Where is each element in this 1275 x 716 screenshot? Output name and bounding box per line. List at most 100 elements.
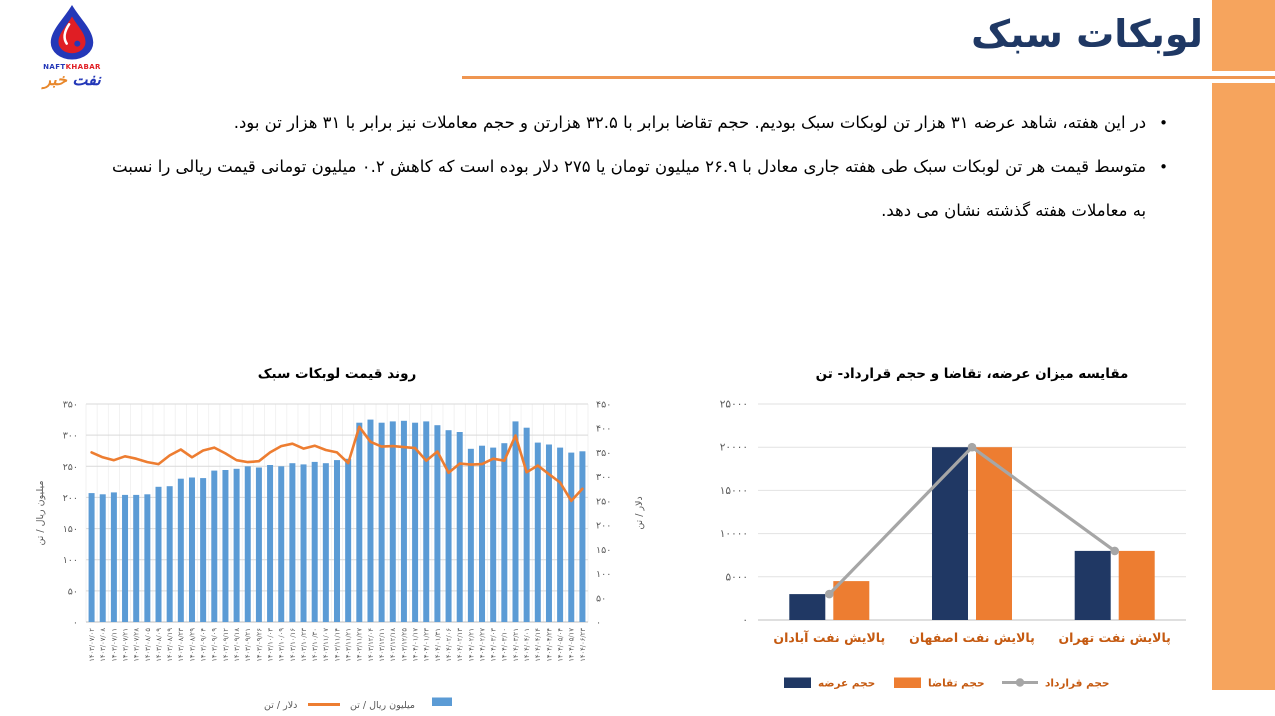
svg-text:۱۴۰۴/۰۲/۲۱: ۱۴۰۴/۰۲/۲۱ — [467, 628, 475, 662]
bullet-text: در این هفته، شاهد عرضه ۳۱ هزار تن لوبکات… — [233, 113, 1147, 132]
contract-markers — [825, 442, 1119, 599]
svg-text:۱۴۰۳/۰۷/۰۲: ۱۴۰۳/۰۷/۰۲ — [88, 628, 96, 662]
svg-text:۱۴۰۴/۰۳/۲۱: ۱۴۰۴/۰۳/۲۱ — [512, 628, 520, 662]
svg-text:۱۴۰۳/۰۹/۱۲: ۱۴۰۳/۰۹/۱۲ — [222, 628, 230, 662]
bullet-item-supply-demand: • در این هفته، شاهد عرضه ۳۱ هزار تن لوبک… — [106, 101, 1168, 145]
svg-text:۲۰۰۰۰: ۲۰۰۰۰ — [720, 442, 748, 454]
svg-text:۱۴۰۳/۰۹/۰۴: ۱۴۰۳/۰۹/۰۴ — [200, 628, 208, 662]
svg-text:۱۴۰۳/۱۲/۰۴: ۱۴۰۳/۱۲/۰۴ — [367, 628, 375, 662]
svg-text:۱۴۰۳/۰۸/۰۹: ۱۴۰۳/۰۸/۰۹ — [155, 628, 163, 662]
title-underline — [462, 76, 1275, 79]
svg-text:۳۰۰: ۳۰۰ — [63, 431, 78, 442]
svg-text:۱۴۰۳/۰۹/۲۶: ۱۴۰۳/۰۹/۲۶ — [255, 628, 263, 662]
svg-text:۱۴۰۳/۱۰/۲۳: ۱۴۰۳/۱۰/۲۳ — [300, 628, 308, 662]
price-chart-legend: دلار / تن میلیون ریال / تن — [264, 697, 452, 711]
svg-text:۱۴۰۳/۱۰/۱۶: ۱۴۰۳/۱۰/۱۶ — [289, 628, 297, 662]
svg-text:۲۵۰۰۰: ۲۵۰۰۰ — [720, 399, 748, 411]
refinery-category-labels: پالایش نفت آبادان پالایش نفت اصفهان پالایش… — [773, 630, 1170, 645]
price-trend-svg: ۰ ۵۰ ۱۰۰ ۱۵۰ ۲۰۰ ۲۵۰ ۳۰۰ ۳۵۰ ۰ ۵۰ ۱۰۰ ۱۵۰ ۲۰۰ ۲۵۰ ۳۰۰ ۳… — [35, 366, 645, 711]
supply-demand-svg: ۰ ۵۰۰۰ ۱۰۰۰۰ ۱۵۰۰۰ ۲۰۰۰۰ ۲۵۰۰۰ پالایش نفت آباد… — [720, 366, 1186, 690]
svg-text:۱۴۰۳/۱۱/۰۷: ۱۴۰۳/۱۱/۰۷ — [322, 628, 330, 662]
left-axis-title: میلیون ریال / تن — [35, 480, 46, 545]
rial-price-bars — [88, 419, 586, 622]
svg-text:۳۰۰: ۳۰۰ — [596, 472, 611, 483]
svg-text:۱۴۰۳/۰۹/۰۹: ۱۴۰۳/۰۹/۰۹ — [211, 628, 219, 662]
svg-text:۱۴۰۴/۰۶/۲۳: ۱۴۰۴/۰۶/۲۳ — [579, 628, 587, 662]
svg-text:۳۵۰: ۳۵۰ — [63, 400, 78, 411]
accent-sidebar — [1212, 0, 1275, 690]
svg-text:۱۴۰۳/۰۸/۲۳: ۱۴۰۳/۰۸/۲۳ — [177, 628, 185, 662]
svg-text:۰: ۰ — [742, 615, 748, 627]
svg-text:۲۵۰: ۲۵۰ — [596, 496, 611, 507]
svg-text:۵۰۰۰: ۵۰۰۰ — [725, 571, 748, 583]
svg-text:۱۴۰۳/۱۲/۱۸: ۱۴۰۳/۱۲/۱۸ — [389, 628, 397, 662]
svg-text:۱۴۰۳/۰۷/۰۸: ۱۴۰۳/۰۷/۰۸ — [99, 628, 107, 662]
svg-text:۱۴۰۳/۰۸/۰۵: ۱۴۰۳/۰۸/۰۵ — [144, 628, 152, 662]
svg-text:۱۴۰۴/۰۲/۲۷: ۱۴۰۴/۰۲/۲۷ — [478, 628, 486, 662]
svg-text:۲۵۰: ۲۵۰ — [63, 462, 78, 473]
svg-text:۱۴۰۳/۰۷/۲۸: ۱۴۰۳/۰۷/۲۸ — [133, 628, 141, 662]
svg-text:۱۴۰۴/۰۴/۱۴: ۱۴۰۴/۰۴/۱۴ — [534, 628, 542, 662]
date-axis-labels: ۱۴۰۳/۰۷/۰۲ ۱۴۰۳/۰۷/۰۸ ۱۴۰۳/۰۷/۱۱ ۱۴۰۳/۰۷/۲۱… — [88, 628, 587, 662]
svg-text:۱۴۰۴/۰۴/۲۴: ۱۴۰۴/۰۴/۲۴ — [545, 628, 553, 662]
logo-farsi-text: نفت خبر — [43, 70, 101, 89]
svg-text:۱۴۰۳/۱۲/۱۱: ۱۴۰۳/۱۲/۱۱ — [378, 628, 386, 662]
svg-text:۰: ۰ — [596, 618, 601, 629]
svg-text:پالایش نفت آبادان: پالایش نفت آبادان — [773, 630, 885, 645]
svg-text:حجم عرضه: حجم عرضه — [818, 678, 875, 690]
svg-text:۱۴۰۳/۰۸/۱۹: ۱۴۰۳/۰۸/۱۹ — [166, 628, 174, 662]
right-axis-ticks: ۰ ۵۰ ۱۰۰ ۱۵۰ ۲۰۰ ۲۵۰ ۳۰۰ ۳۵۰ ۴۰۰ ۴۵۰ — [596, 400, 611, 629]
bullet-item-price: • متوسط قیمت هر تن لوبکات سبک طی هفته جا… — [106, 145, 1168, 233]
svg-text:۱۴۰۴/۰۱/۱۷: ۱۴۰۴/۰۱/۱۷ — [412, 628, 420, 662]
svg-text:۱۵۰: ۱۵۰ — [63, 524, 78, 535]
svg-text:۱۵۰: ۱۵۰ — [596, 545, 611, 556]
svg-text:۱۴۰۴/۰۴/۰۱: ۱۴۰۴/۰۴/۰۱ — [523, 628, 531, 662]
bullet-text: متوسط قیمت هر تن لوبکات سبک طی هفته جاری… — [112, 157, 1147, 220]
volume-chart-legend: حجم عرضه حجم تقاضا حجم قرارداد — [784, 677, 1109, 690]
svg-text:۱۴۰۴/۰۵/۰۴: ۱۴۰۴/۰۵/۰۴ — [557, 628, 565, 662]
svg-text:حجم تقاضا: حجم تقاضا — [928, 678, 985, 690]
bullet-dot: • — [1159, 114, 1168, 132]
contract-line — [828, 445, 1116, 596]
svg-text:۱۴۰۳/۰۹/۱۸: ۱۴۰۳/۰۹/۱۸ — [233, 628, 241, 662]
svg-text:میلیون ریال / تن: میلیون ریال / تن — [350, 700, 415, 711]
svg-text:۳۵۰: ۳۵۰ — [596, 448, 611, 459]
svg-text:۱۴۰۴/۰۳/۱۰: ۱۴۰۴/۰۳/۱۰ — [501, 628, 509, 662]
chart-title: مقایسه میزان عرضه، تقاضا و حجم قرارداد- … — [816, 366, 1129, 382]
svg-text:۲۰۰: ۲۰۰ — [596, 521, 611, 532]
svg-text:دلار / تن: دلار / تن — [264, 700, 297, 711]
page-title: لوبکات سبک — [971, 12, 1203, 56]
svg-text:پالایش نفت اصفهان: پالایش نفت اصفهان — [909, 630, 1035, 645]
svg-text:۱۴۰۳/۱۲/۲۵: ۱۴۰۳/۱۲/۲۵ — [400, 628, 408, 662]
svg-text:۱۴۰۴/۰۲/۰۶: ۱۴۰۴/۰۲/۰۶ — [445, 628, 453, 662]
svg-text:۱۴۰۳/۱۰/۰۳: ۱۴۰۳/۱۰/۰۳ — [267, 628, 275, 662]
svg-text:حجم قرارداد: حجم قرارداد — [1045, 678, 1109, 690]
price-trend-chart: ۰ ۵۰ ۱۰۰ ۱۵۰ ۲۰۰ ۲۵۰ ۳۰۰ ۳۵۰ ۰ ۵۰ ۱۰۰ ۱۵۰ ۲۰۰ ۲۵۰ ۳۰۰ ۳… — [28, 352, 678, 716]
svg-text:۰: ۰ — [73, 618, 78, 629]
svg-text:۵۰: ۵۰ — [68, 586, 78, 597]
category-separators — [85, 404, 589, 622]
svg-text:۱۰۰: ۱۰۰ — [596, 569, 611, 580]
svg-text:۱۴۰۳/۰۷/۱۱: ۱۴۰۳/۰۷/۱۱ — [110, 628, 118, 662]
right-axis-title: دلار / تن — [634, 496, 645, 529]
svg-text:۱۴۰۳/۰۹/۲۱: ۱۴۰۳/۰۹/۲۱ — [244, 628, 252, 662]
svg-text:۲۰۰: ۲۰۰ — [63, 493, 78, 504]
bullet-dot: • — [1159, 158, 1168, 176]
svg-text:۱۴۰۴/۰۵/۱۷: ۱۴۰۴/۰۵/۱۷ — [568, 628, 576, 662]
svg-text:۱۴۰۴/۰۱/۳۱: ۱۴۰۴/۰۱/۳۱ — [434, 628, 442, 662]
supply-bars — [789, 447, 1111, 620]
svg-text:۴۰۰: ۴۰۰ — [596, 424, 611, 435]
chart-title: روند قیمت لوبکات سبک — [258, 366, 417, 382]
svg-text:۱۴۰۳/۱۱/۲۷: ۱۴۰۳/۱۱/۲۷ — [356, 628, 364, 662]
svg-text:پالایش نفت تهران: پالایش نفت تهران — [1059, 630, 1171, 645]
demand-bars — [833, 447, 1155, 620]
svg-text:۱۴۰۴/۰۱/۲۳: ۱۴۰۴/۰۱/۲۳ — [423, 628, 431, 662]
logo-latin-text: NAFTKHABAR — [43, 63, 101, 71]
flame-drop-icon — [50, 4, 94, 60]
svg-text:۴۵۰: ۴۵۰ — [596, 400, 611, 411]
svg-text:۱۴۰۳/۰۸/۲۹: ۱۴۰۳/۰۸/۲۹ — [188, 628, 196, 662]
svg-text:۱۴۰۴/۰۳/۰۳: ۱۴۰۴/۰۳/۰۳ — [490, 628, 498, 662]
svg-text:۱۴۰۳/۱۱/۱۴: ۱۴۰۳/۱۱/۱۴ — [333, 628, 341, 662]
svg-text:۱۴۰۳/۱۰/۰۹: ۱۴۰۳/۱۰/۰۹ — [278, 628, 286, 662]
